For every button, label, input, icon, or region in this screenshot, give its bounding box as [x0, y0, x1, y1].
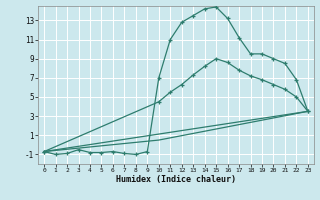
X-axis label: Humidex (Indice chaleur): Humidex (Indice chaleur) — [116, 175, 236, 184]
